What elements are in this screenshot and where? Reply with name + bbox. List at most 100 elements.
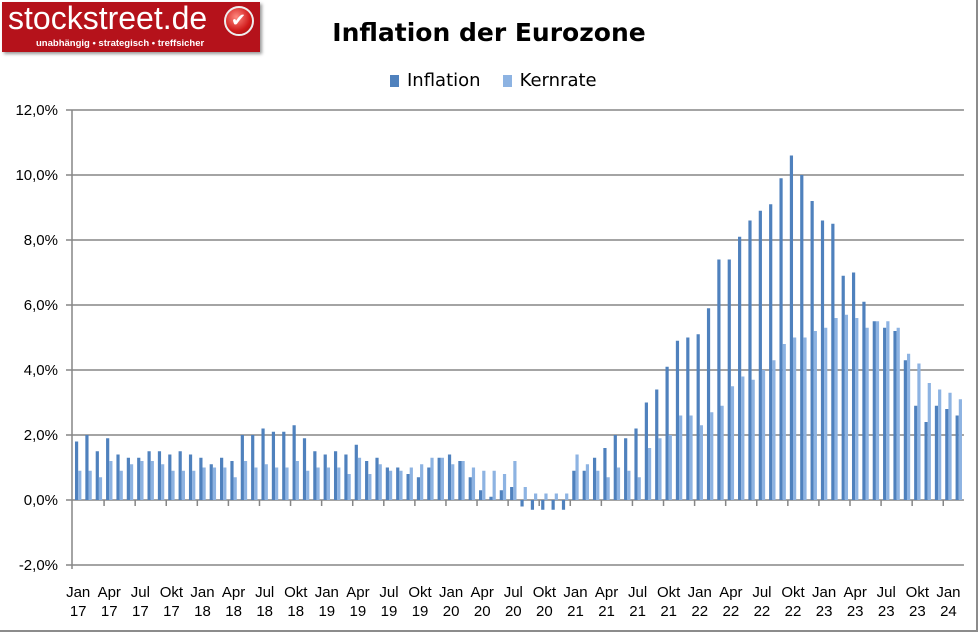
bar-kernrate (865, 327, 869, 500)
bar-kernrate (399, 470, 403, 500)
bar-kernrate (461, 461, 465, 500)
bar-kernrate (109, 461, 113, 500)
bar-kernrate (161, 464, 165, 500)
bar-kernrate (502, 474, 507, 500)
bar-inflation (385, 467, 389, 500)
x-tick-label-month: Okt (408, 584, 432, 601)
bar-kernrate (658, 438, 662, 500)
bar-kernrate (575, 454, 579, 500)
bar-kernrate (98, 477, 103, 500)
bar-kernrate (420, 464, 424, 500)
bar-kernrate (803, 337, 807, 500)
bar-inflation (261, 428, 265, 500)
bar-kernrate (192, 470, 196, 500)
y-tick-label: 8,0% (24, 232, 58, 249)
bar-kernrate (793, 337, 797, 500)
bar-kernrate (347, 474, 351, 500)
bar-inflation (727, 259, 731, 500)
bar-inflation (313, 451, 317, 500)
bar-kernrate (906, 353, 911, 500)
x-tick-label-year: 22 (691, 603, 708, 620)
bar-inflation (95, 451, 99, 500)
bar-inflation (354, 444, 358, 500)
x-tick-label-month: Okt (533, 584, 557, 601)
y-tick-label: 10,0% (15, 167, 58, 184)
bar-kernrate (875, 321, 880, 500)
bar-kernrate (927, 383, 931, 500)
bar-inflation (903, 360, 907, 500)
bar-inflation (717, 259, 721, 500)
chart-title: Inflation der Eurozone (332, 18, 646, 47)
bar-kernrate (534, 493, 538, 500)
bar-kernrate (834, 318, 838, 500)
bar-inflation (872, 321, 876, 500)
bar-kernrate (223, 467, 227, 500)
bar-kernrate (616, 467, 621, 500)
bar-inflation (800, 175, 804, 500)
bar-inflation (209, 464, 213, 500)
bar-inflation (914, 405, 918, 500)
bar-inflation (188, 454, 193, 500)
bar-kernrate (896, 327, 900, 500)
bar-inflation (665, 366, 669, 500)
bar-inflation (831, 223, 835, 500)
bar-inflation (416, 477, 421, 500)
x-tick-label-month: Okt (906, 584, 930, 601)
bar-inflation (696, 334, 700, 500)
x-tick-label-month: Apr (98, 584, 121, 601)
bar-inflation (686, 337, 690, 500)
bar-inflation (603, 448, 607, 500)
x-tick-label-year: 18 (287, 603, 304, 620)
x-tick-label-year: 23 (816, 603, 833, 620)
bar-inflation (344, 454, 348, 500)
x-tick-label-month: Jan (66, 584, 90, 601)
x-tick-label-year: 19 (412, 603, 429, 620)
bar-inflation (427, 467, 431, 500)
bar-inflation (955, 415, 959, 500)
x-tick-label-year: 22 (785, 603, 802, 620)
bar-kernrate (337, 467, 341, 500)
x-tick-label-month: Jan (190, 584, 214, 601)
x-tick-label-month: Jul (877, 584, 896, 601)
bar-kernrate (202, 467, 206, 500)
y-tick-label: 4,0% (24, 362, 58, 379)
bar-kernrate (378, 464, 382, 500)
bar-inflation (644, 402, 648, 500)
bar-kernrate (388, 470, 393, 500)
bar-kernrate (730, 386, 735, 500)
x-tick-label-month: Jul (131, 584, 150, 601)
legend-item-inflation: Inflation (390, 70, 481, 91)
bar-kernrate (751, 379, 755, 500)
bar-inflation (572, 470, 576, 500)
bar-kernrate (958, 399, 962, 500)
bar-kernrate (212, 467, 217, 500)
x-tick-label-year: 23 (909, 603, 926, 620)
bar-kernrate (129, 464, 134, 500)
bar-kernrate (181, 470, 185, 500)
x-tick-label-month: Apr (346, 584, 369, 601)
bar-inflation (199, 457, 203, 500)
bar-kernrate (824, 327, 828, 500)
x-tick-label-month: Jul (628, 584, 647, 601)
x-tick-label-month: Jan (563, 584, 587, 601)
x-tick-label-year: 19 (381, 603, 398, 620)
bar-kernrate (813, 331, 817, 500)
bar-kernrate (554, 493, 558, 500)
x-tick-label-year: 18 (194, 603, 211, 620)
bar-inflation (841, 275, 845, 500)
bar-inflation (883, 327, 887, 500)
bar-kernrate (306, 470, 310, 500)
bar-inflation (365, 461, 369, 500)
bar-inflation (675, 340, 680, 500)
x-tick-label-year: 20 (474, 603, 491, 620)
bar-kernrate (886, 321, 890, 500)
bar-inflation (893, 331, 897, 500)
x-tick-label-month: Apr (222, 584, 245, 601)
bar-kernrate (668, 435, 672, 500)
y-tick-label: 12,0% (15, 102, 58, 119)
bar-inflation (520, 500, 524, 507)
bar-inflation (934, 405, 939, 500)
x-tick-label-year: 24 (940, 603, 957, 620)
